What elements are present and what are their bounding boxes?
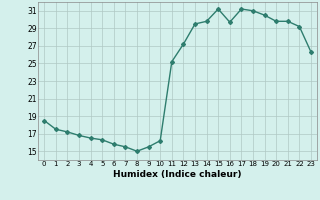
X-axis label: Humidex (Indice chaleur): Humidex (Indice chaleur) <box>113 170 242 179</box>
